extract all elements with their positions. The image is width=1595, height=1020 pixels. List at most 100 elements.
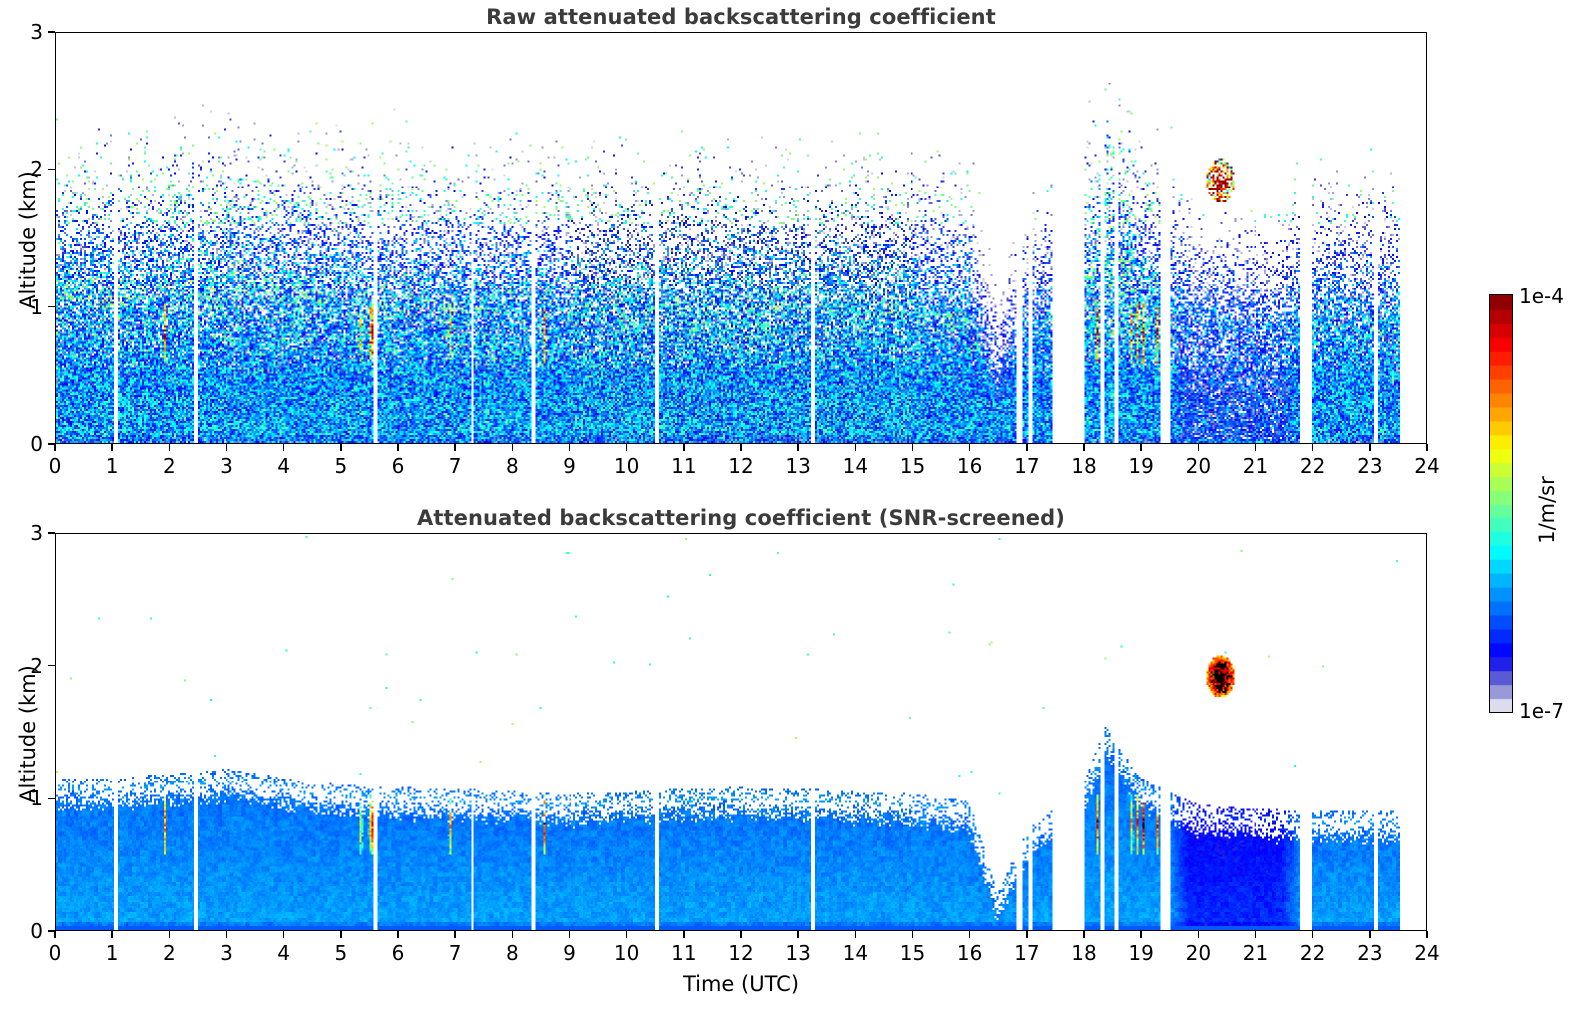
x-tick-label: 8 bbox=[505, 941, 519, 965]
x-tick-mark bbox=[797, 931, 799, 938]
y-tick-mark bbox=[48, 31, 55, 33]
x-tick-mark bbox=[340, 444, 342, 451]
x-tick-label: 15 bbox=[899, 454, 926, 478]
x-tick-mark bbox=[1140, 444, 1142, 451]
x-tick-mark bbox=[282, 931, 285, 938]
x-tick-mark bbox=[1311, 444, 1314, 451]
x-tick-label: 2 bbox=[162, 941, 176, 965]
x-tick-label: 21 bbox=[1242, 941, 1269, 965]
y-tick-label: 0 bbox=[30, 432, 43, 456]
x-tick-mark bbox=[54, 931, 56, 938]
x-tick-label: 5 bbox=[334, 941, 348, 965]
colorbar bbox=[1489, 294, 1513, 713]
x-tick-label: 23 bbox=[1357, 454, 1383, 478]
x-tick-mark bbox=[683, 444, 685, 451]
y-tick-label: 2 bbox=[30, 653, 43, 678]
x-tick-label: 16 bbox=[956, 941, 983, 965]
x-tick-label: 14 bbox=[842, 454, 869, 478]
y-tick-label: 3 bbox=[30, 20, 43, 44]
x-tick-label: 0 bbox=[48, 454, 62, 478]
x-tick-mark bbox=[568, 444, 571, 451]
x-tick-mark bbox=[111, 931, 113, 938]
y-tick-mark bbox=[48, 168, 55, 171]
x-tick-label: 3 bbox=[220, 454, 233, 478]
x-tick-label: 22 bbox=[1299, 941, 1326, 965]
x-tick-label: 18 bbox=[1071, 454, 1097, 478]
x-tick-label: 20 bbox=[1185, 941, 1212, 965]
y-axis-label-screened: Altitude (km) bbox=[16, 665, 40, 803]
x-tick-mark bbox=[54, 444, 56, 451]
x-tick-label: 5 bbox=[334, 454, 348, 478]
colorbar-tick-label-min: 1e-7 bbox=[1519, 699, 1564, 723]
x-tick-mark bbox=[1254, 444, 1257, 451]
x-tick-mark bbox=[1026, 931, 1028, 938]
x-tick-mark bbox=[568, 931, 571, 938]
x-tick-mark bbox=[1026, 444, 1028, 451]
x-tick-mark bbox=[340, 931, 342, 938]
x-tick-label: 14 bbox=[842, 941, 869, 965]
x-tick-label: 10 bbox=[613, 454, 640, 478]
x-tick-mark bbox=[454, 931, 456, 938]
x-tick-mark bbox=[1426, 444, 1428, 451]
x-tick-label: 24 bbox=[1414, 941, 1440, 965]
x-tick-mark bbox=[1197, 931, 1200, 938]
x-tick-label: 18 bbox=[1071, 941, 1097, 965]
x-tick-label: 3 bbox=[220, 941, 233, 965]
x-tick-label: 12 bbox=[728, 454, 754, 478]
x-tick-mark bbox=[625, 444, 628, 451]
x-tick-label: 6 bbox=[391, 454, 405, 478]
x-tick-mark bbox=[454, 444, 456, 451]
x-tick-label: 17 bbox=[1014, 454, 1040, 478]
x-tick-mark bbox=[1369, 444, 1371, 451]
y-tick-mark bbox=[48, 532, 55, 534]
y-tick-label: 1 bbox=[30, 786, 43, 811]
y-tick-mark bbox=[48, 443, 55, 445]
x-tick-mark bbox=[168, 931, 171, 938]
x-tick-mark bbox=[1311, 931, 1314, 938]
y-axis-label-raw: Altitude (km) bbox=[16, 171, 40, 309]
x-tick-mark bbox=[111, 444, 113, 451]
x-axis-label-time: Time (UTC) bbox=[682, 972, 800, 996]
x-tick-label: 9 bbox=[563, 941, 576, 965]
x-tick-mark bbox=[968, 931, 971, 938]
x-tick-mark bbox=[740, 444, 742, 451]
x-tick-mark bbox=[911, 931, 914, 938]
x-tick-mark bbox=[854, 444, 857, 451]
colorbar-tick-label-max: 1e-4 bbox=[1519, 284, 1564, 308]
y-tick-mark bbox=[48, 797, 55, 800]
y-tick-label: 0 bbox=[30, 919, 43, 943]
x-tick-mark bbox=[397, 931, 399, 938]
x-tick-label: 15 bbox=[899, 941, 926, 965]
x-tick-mark bbox=[683, 931, 685, 938]
panel-title-screened: Attenuated backscattering coefficient (S… bbox=[417, 506, 1065, 530]
x-tick-label: 11 bbox=[671, 941, 697, 965]
x-tick-mark bbox=[1197, 444, 1200, 451]
x-tick-mark bbox=[225, 444, 228, 451]
y-tick-label: 2 bbox=[30, 157, 43, 182]
y-tick-mark bbox=[48, 305, 55, 308]
x-tick-mark bbox=[1369, 931, 1371, 938]
x-tick-mark bbox=[397, 444, 399, 451]
x-tick-mark bbox=[911, 444, 914, 451]
colorbar-title: 1/m/sr bbox=[1535, 476, 1559, 544]
y-tick-mark bbox=[48, 664, 55, 667]
x-tick-mark bbox=[1426, 931, 1428, 938]
x-tick-label: 19 bbox=[1128, 454, 1154, 478]
y-tick-mark bbox=[48, 930, 55, 932]
plot-area-raw bbox=[55, 32, 1427, 444]
x-tick-label: 4 bbox=[277, 941, 291, 965]
x-tick-label: 23 bbox=[1357, 941, 1383, 965]
x-tick-mark bbox=[1083, 444, 1085, 451]
x-tick-label: 12 bbox=[728, 941, 754, 965]
x-tick-mark bbox=[511, 931, 514, 938]
x-tick-mark bbox=[1083, 931, 1085, 938]
x-tick-label: 20 bbox=[1185, 454, 1212, 478]
x-tick-label: 2 bbox=[162, 454, 176, 478]
x-tick-label: 21 bbox=[1242, 454, 1269, 478]
panel-title-raw: Raw attenuated backscattering coefficien… bbox=[486, 5, 996, 29]
y-tick-label: 3 bbox=[30, 521, 43, 545]
x-tick-label: 4 bbox=[277, 454, 291, 478]
x-tick-mark bbox=[1254, 931, 1257, 938]
x-tick-label: 17 bbox=[1014, 941, 1040, 965]
